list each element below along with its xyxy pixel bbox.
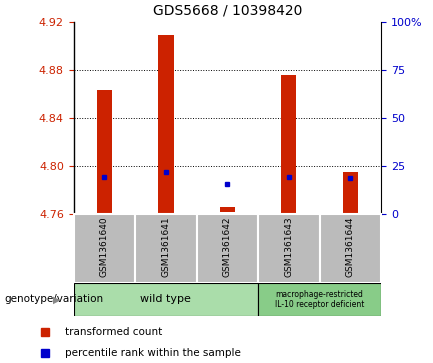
Bar (281, 75, 297, 214)
Bar (258, 283, 381, 316)
Text: ▶: ▶ (52, 294, 60, 305)
Bar (135, 214, 197, 283)
Bar (74, 283, 258, 316)
Text: transformed count: transformed count (65, 327, 162, 337)
Bar (320, 214, 381, 283)
Bar (343, 172, 358, 214)
Bar (158, 35, 174, 214)
Bar (97, 90, 112, 214)
Title: GDS5668 / 10398420: GDS5668 / 10398420 (153, 4, 302, 18)
Bar (197, 214, 258, 283)
Bar (258, 214, 320, 283)
Text: GSM1361643: GSM1361643 (284, 216, 293, 277)
Text: macrophage-restricted
IL-10 receptor deficient: macrophage-restricted IL-10 receptor def… (275, 290, 364, 309)
Text: GSM1361640: GSM1361640 (100, 216, 109, 277)
Text: GSM1361644: GSM1361644 (346, 216, 355, 277)
Text: wild type: wild type (140, 294, 191, 305)
Text: GSM1361641: GSM1361641 (162, 216, 170, 277)
Bar (74, 214, 135, 283)
Bar (220, 207, 235, 212)
Text: percentile rank within the sample: percentile rank within the sample (65, 348, 241, 358)
Text: genotype/variation: genotype/variation (4, 294, 103, 305)
Text: GSM1361642: GSM1361642 (223, 216, 232, 277)
